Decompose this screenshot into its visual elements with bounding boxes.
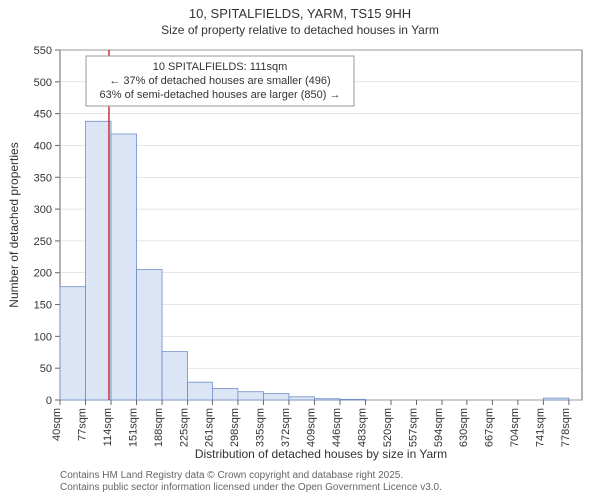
y-tick-label: 100 xyxy=(34,331,52,343)
histogram-bar xyxy=(314,399,340,400)
x-tick-label: 261sqm xyxy=(203,408,215,447)
x-tick-label: 372sqm xyxy=(280,408,292,447)
y-tick-label: 550 xyxy=(34,45,52,57)
x-tick-label: 594sqm xyxy=(433,408,445,447)
x-tick-label: 483sqm xyxy=(356,408,368,447)
annotation-line: 63% of semi-detached houses are larger (… xyxy=(100,89,341,101)
histogram-chart: 0 50 100 150 200 250 300 350 400 450 500 550 40sqm 77… xyxy=(0,0,600,500)
histogram-bar xyxy=(238,392,264,400)
histogram-bar xyxy=(188,382,213,400)
x-tick-label: 446sqm xyxy=(331,408,343,447)
x-tick-label: 298sqm xyxy=(229,408,241,447)
y-tick-label: 200 xyxy=(34,268,52,280)
x-tick-label: 40sqm xyxy=(51,408,63,441)
x-tick-label: 520sqm xyxy=(382,408,394,447)
x-tick-label: 335sqm xyxy=(254,408,266,447)
x-tick-label: 630sqm xyxy=(458,408,470,447)
x-tick-label: 151sqm xyxy=(128,408,140,447)
y-tick-label: 0 xyxy=(46,395,52,407)
annotation-line: 10 SPITALFIELDS: 111sqm xyxy=(153,61,288,73)
y-tick-label: 350 xyxy=(34,172,52,184)
histogram-bar xyxy=(340,399,366,400)
chart-subtitle: Size of property relative to detached ho… xyxy=(161,23,439,37)
x-tick-label: 188sqm xyxy=(153,408,165,447)
x-axis-label: Distribution of detached houses by size … xyxy=(195,447,447,461)
x-tick-label: 704sqm xyxy=(509,408,521,447)
chart-title: 10, SPITALFIELDS, YARM, TS15 9HH xyxy=(189,6,411,21)
x-tick-label: 114sqm xyxy=(102,408,114,446)
footer-line: Contains HM Land Registry data © Crown c… xyxy=(60,470,403,481)
y-tick-label: 250 xyxy=(34,236,52,248)
annotation-line: ← 37% of detached houses are smaller (49… xyxy=(109,75,330,87)
footer-line: Contains public sector information licen… xyxy=(60,482,442,493)
y-tick-label: 50 xyxy=(40,363,52,375)
y-tick-label: 150 xyxy=(34,300,52,312)
x-tick-label: 77sqm xyxy=(77,408,89,441)
histogram-bar xyxy=(111,134,137,400)
histogram-bar xyxy=(162,352,188,400)
y-tick-label: 300 xyxy=(34,204,52,216)
histogram-bar xyxy=(60,287,86,400)
y-tick-label: 500 xyxy=(34,77,52,89)
x-tick-label: 557sqm xyxy=(408,408,420,447)
histogram-bar xyxy=(263,394,289,400)
x-tick-label: 778sqm xyxy=(560,408,572,447)
y-axis-label: Number of detached properties xyxy=(7,142,21,307)
histogram-bar xyxy=(137,270,163,400)
y-tick-label: 400 xyxy=(34,140,52,152)
histogram-bar xyxy=(212,389,238,400)
x-tick-label: 741sqm xyxy=(534,408,546,447)
histogram-bar xyxy=(543,398,569,400)
x-tick-label: 225sqm xyxy=(179,408,191,447)
histogram-bar xyxy=(289,397,315,400)
x-tick-label: 409sqm xyxy=(305,408,317,447)
y-tick-label: 450 xyxy=(34,109,52,121)
x-tick-label: 667sqm xyxy=(483,408,495,447)
histogram-bar xyxy=(86,121,112,400)
